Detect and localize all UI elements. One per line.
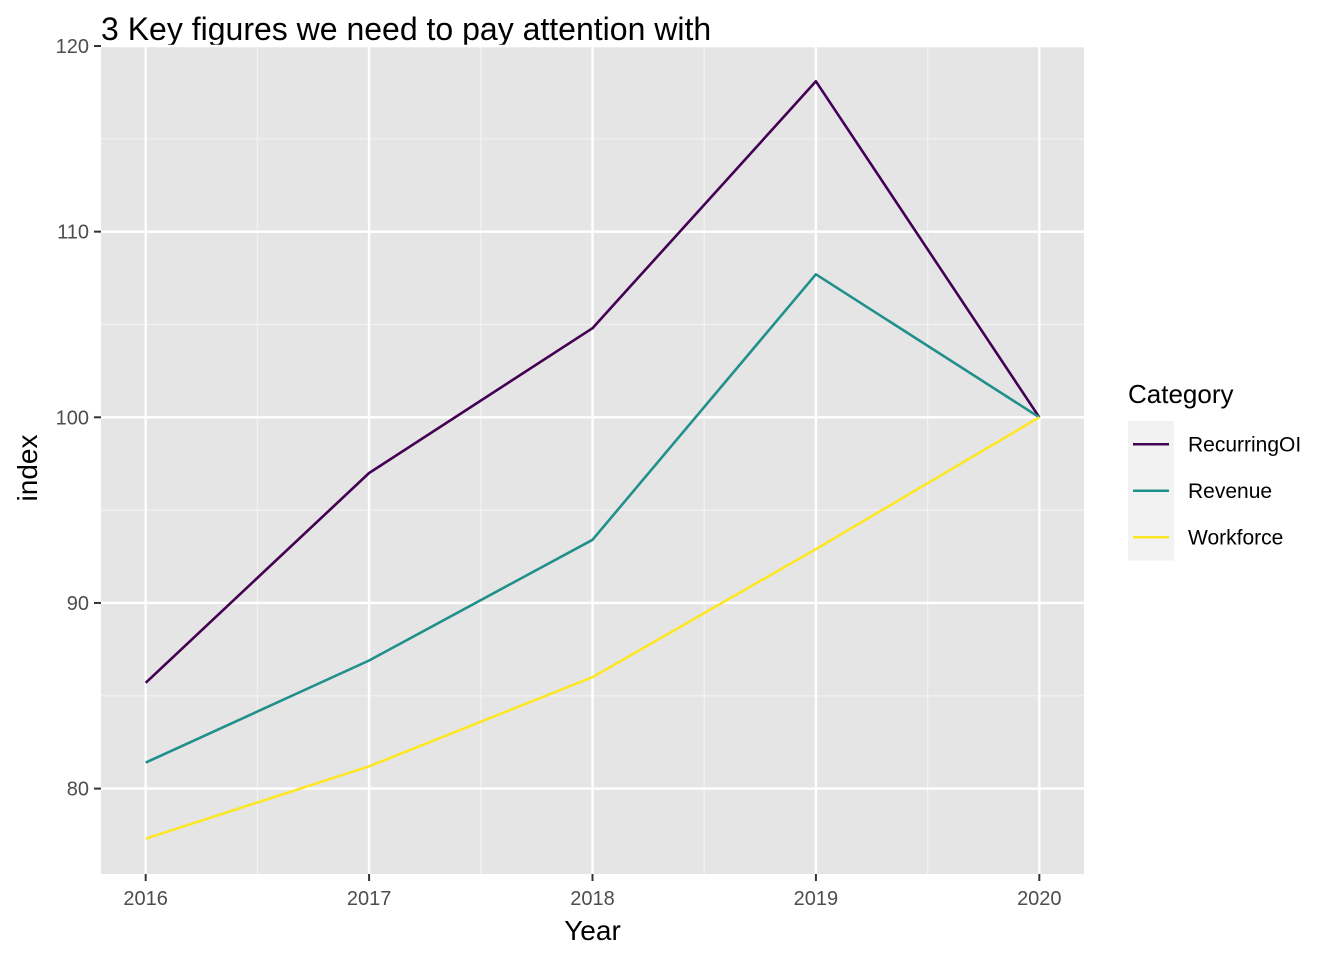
x-tick-label: 2019 [794, 888, 839, 910]
y-tick-label: 90 [67, 593, 89, 615]
x-tick-label: 2017 [347, 888, 392, 910]
series-line-workforce [145, 416, 1040, 840]
y-tick-label: 110 [57, 222, 89, 244]
x-axis-label: Year [564, 915, 621, 946]
x-tick-label: 2020 [1017, 888, 1062, 910]
series-lines [144, 80, 1041, 840]
y-axis: 80 90 100 110 120 [56, 36, 101, 801]
y-axis-label: index [12, 435, 43, 502]
grid-major [101, 44, 1084, 874]
legend-title: Category [1128, 379, 1234, 409]
y-tick-label: 80 [67, 779, 89, 801]
series-line-revenue [145, 272, 1041, 764]
legend-label: RecurringOI [1188, 433, 1301, 456]
legend: Category RecurringOI Revenue Workforce [1128, 379, 1301, 561]
chart-title: 3 Key figures we need to pay attention w… [101, 11, 711, 47]
legend-items: RecurringOI Revenue Workforce [1128, 421, 1301, 561]
y-tick-label: 100 [56, 407, 89, 429]
series-line-recurringoi [144, 80, 1041, 684]
x-axis: 2016 2017 2018 2019 2020 [123, 874, 1062, 910]
legend-label: Workforce [1188, 526, 1283, 549]
x-tick-label: 2018 [570, 888, 615, 910]
legend-label: Revenue [1188, 480, 1272, 503]
y-tick-label: 120 [56, 36, 89, 58]
x-tick-label: 2016 [123, 888, 168, 910]
